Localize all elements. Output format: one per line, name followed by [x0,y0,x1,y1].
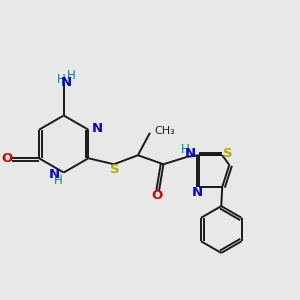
Text: H: H [181,143,189,156]
Text: S: S [110,163,120,176]
Text: CH₃: CH₃ [154,126,175,136]
Text: O: O [152,189,163,202]
Text: H: H [57,73,66,86]
Text: N: N [191,186,203,199]
Text: O: O [1,152,12,165]
Text: N: N [61,76,72,89]
Text: H: H [67,69,76,82]
Text: S: S [224,147,233,160]
Text: H: H [54,173,63,187]
Text: N: N [49,168,60,181]
Text: N: N [185,147,196,160]
Text: N: N [91,122,102,135]
